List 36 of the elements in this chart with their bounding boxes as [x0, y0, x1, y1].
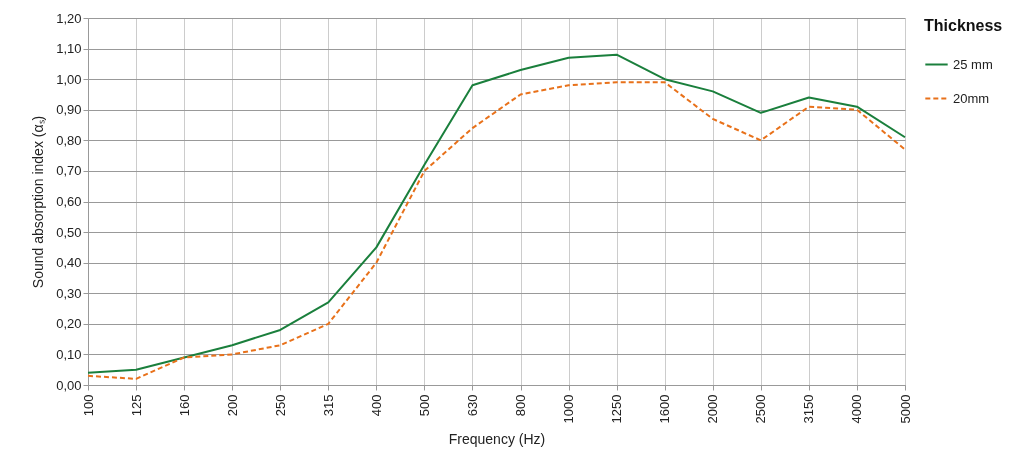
y-tick-label: 0,00 — [56, 377, 82, 393]
x-tick-label: 125 — [128, 394, 144, 417]
legend-title: Thickness — [924, 17, 1003, 34]
y-tick-label: 0,70 — [56, 163, 82, 179]
x-tick-label: 3150 — [801, 394, 817, 424]
x-tick-label: 1000 — [561, 394, 577, 424]
x-tick-label: 5000 — [897, 394, 913, 424]
x-tick-label: 500 — [416, 394, 432, 417]
legend-label: 25 mm — [953, 56, 993, 72]
x-tick-label: 2500 — [753, 394, 769, 424]
y-tick-label: 0,90 — [56, 102, 82, 118]
x-axis-title: Frequency (Hz) — [448, 431, 546, 448]
y-tick-label: 0,10 — [56, 346, 82, 362]
y-tick-label: 1,10 — [56, 41, 82, 57]
x-tick-label: 100 — [80, 394, 96, 417]
x-tick-label: 400 — [368, 394, 384, 417]
x-tick-label: 800 — [513, 394, 529, 417]
x-tick-label: 1600 — [657, 394, 673, 424]
y-tick-label: 0,60 — [56, 194, 82, 209]
y-tick-label: 0,40 — [56, 255, 82, 271]
legend-label: 20mm — [953, 90, 990, 106]
x-tick-label: 1250 — [609, 394, 625, 424]
x-tick-label: 630 — [464, 394, 480, 417]
x-tick-label: 200 — [224, 394, 240, 417]
y-tick-label: 0,30 — [56, 285, 82, 301]
y-tick-label: 0,20 — [56, 316, 82, 332]
x-tick-label: 160 — [176, 394, 192, 417]
x-tick-label: 2000 — [705, 394, 721, 424]
y-tick-label: 1,00 — [56, 71, 82, 87]
x-tick-label: 250 — [272, 394, 288, 417]
x-tick-label: 4000 — [849, 394, 865, 424]
y-tick-label: 1,20 — [56, 10, 82, 26]
y-axis-title: Sound absorption index (αₛ) — [30, 115, 47, 289]
x-tick-label: 315 — [320, 394, 336, 417]
y-tick-label: 0,50 — [56, 224, 82, 240]
y-tick-label: 0,80 — [56, 132, 82, 148]
